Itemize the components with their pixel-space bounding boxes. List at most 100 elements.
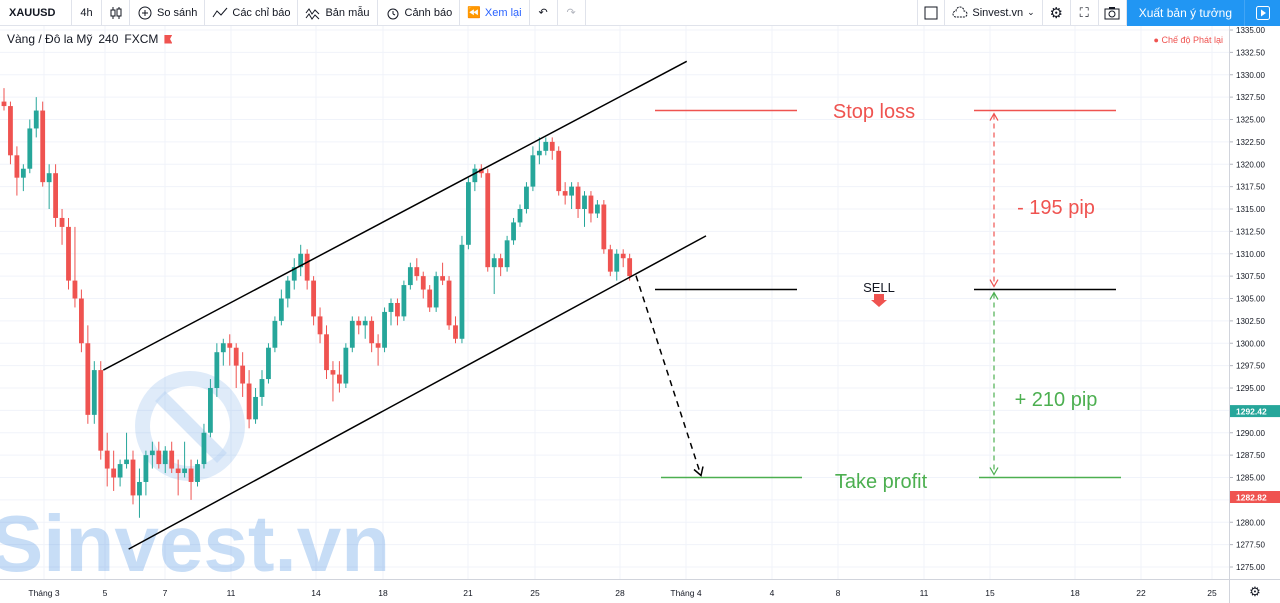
templates-button[interactable]: Bản mẫu [298,0,378,26]
candle-body [20,168,26,178]
price-axis-scale: 1335.00 1332.50 1330.00 1327.50 1325.00 1322.… [1230,26,1280,572]
candle-body [214,352,220,388]
candle-body [8,106,13,156]
candle-body [472,168,478,183]
candle-body [601,204,607,250]
channel-upper-line [102,60,688,371]
price-tick-label: 1287.50 [1236,451,1265,460]
candle-body [188,468,194,482]
take-profit-label: Take profit [835,471,928,493]
square-icon [924,6,938,19]
publish-play-button[interactable] [1244,0,1280,26]
time-tick-label: Tháng 4 [670,588,701,598]
symbol-search[interactable]: XAUUSD [0,0,72,26]
candle-body [182,468,187,474]
time-tick-label: 18 [1070,588,1080,598]
candle-body [156,450,162,465]
stop-loss-label: Stop loss [833,101,915,123]
price-chart[interactable]: Sinvest.vn Stop loss - 195 pip SELL + 21… [0,26,1229,579]
candle-body [446,280,452,326]
candle-body [530,155,536,187]
candle-body [356,320,362,326]
account-layout-button[interactable]: Sinvest.vn ⌄ [945,0,1043,26]
indicators-label: Các chỉ báo [232,6,291,19]
candle-body [549,141,555,151]
undo-icon: ↶ [538,7,548,19]
legend-source: FXCM [124,32,159,46]
candle-body [53,173,58,218]
compare-label: So sánh [157,6,198,19]
marker-price-label-bg [1230,491,1280,504]
candle-body [388,302,394,312]
replay-label: Xem lại [484,6,522,19]
fullscreen-button[interactable]: ⛶ [1071,0,1099,26]
snapshot-button[interactable] [1099,0,1127,26]
time-tick-label: 11 [227,588,236,598]
candle-body [543,141,549,151]
price-tick-label: 1322.50 [1236,138,1265,147]
candle-body [72,280,78,299]
price-tick-label: 1275.00 [1236,563,1265,572]
candle-body [517,209,523,223]
price-tick-label: 1300.00 [1236,339,1265,348]
arrow-down-icon [989,279,999,288]
alert-label: Cảnh báo [404,6,453,19]
cloud-icon [952,6,968,17]
replay-mode-indicator: ● Chế độ Phát lại [1153,35,1223,45]
price-axis[interactable]: 1335.00 1332.50 1330.00 1327.50 1325.00 1322.… [1229,26,1280,579]
time-axis[interactable]: Tháng 3 5 7 11 14 18 21 25 28 Tháng 4 4 8 11 15 18 22 25 [0,579,1229,603]
replay-button[interactable]: ⏪ Xem lại [460,0,530,26]
candle-body [349,320,355,348]
expand-icon: ⛶ [1079,4,1089,20]
legend-name: Vàng / Đô la Mỹ [7,32,93,46]
time-tick-label: 21 [463,588,473,598]
candle-body [162,450,168,465]
sell-label: SELL [863,280,895,295]
candle-body [569,186,574,196]
time-tick-label: 11 [920,588,929,598]
projection-line [635,275,702,476]
candle-body [330,370,336,375]
price-tick-label: 1332.50 [1236,48,1265,57]
candle-body [246,383,252,420]
chart-settings-corner[interactable]: ⚙ [1229,579,1280,603]
drawings-layer [102,60,1121,550]
candle-body [627,258,633,277]
camera-icon [1104,6,1120,19]
candle-body [382,311,387,348]
time-tick-label: 5 [103,588,108,598]
watermark-text: Sinvest.vn [0,499,390,579]
candle-body [485,173,491,268]
price-tick-label: 1330.00 [1236,71,1265,80]
price-tick-label: 1307.50 [1236,272,1265,281]
flag-icon[interactable] [164,34,173,44]
interval-button[interactable]: 4h [72,0,102,26]
candle-body [272,320,278,348]
candle-body [111,468,117,478]
candle-body [440,276,445,281]
candle-body [588,195,594,214]
marker-price-label: 1282.82 [1236,493,1267,503]
fullscreen-select-button[interactable] [917,0,946,26]
undo-button[interactable]: ↶ [530,0,558,26]
price-tick-label: 1312.50 [1236,227,1265,236]
candle-body [343,347,349,384]
candle-body [227,343,233,348]
time-tick-label: 4 [770,588,775,598]
arrow-up-icon [989,112,999,121]
arrow-head-icon [693,466,704,477]
indicators-button[interactable]: Các chỉ báo [205,0,299,26]
publish-idea-button[interactable]: Xuất bản ý tưởng [1126,0,1244,26]
settings-button[interactable]: ⚙ [1043,0,1071,26]
candle-body [91,370,97,415]
candle-body [79,298,84,344]
compare-button[interactable]: So sánh [130,0,206,26]
series-legend[interactable]: Vàng / Đô la Mỹ 240 FXCM [7,32,173,46]
candle-body [46,173,52,183]
alert-button[interactable]: Cảnh báo [378,0,461,26]
candle-body [137,481,142,496]
candle-body [104,450,110,469]
chart-type-button[interactable] [102,0,130,26]
redo-button[interactable]: ↷ [558,0,586,26]
candle-body [511,222,516,241]
